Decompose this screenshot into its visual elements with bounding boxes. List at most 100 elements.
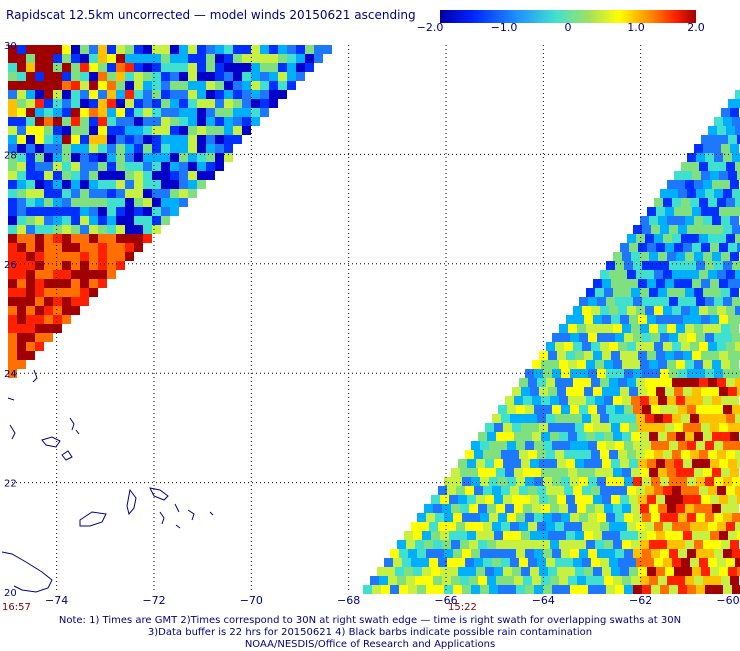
data-cell [539,567,548,576]
data-cell [26,126,35,135]
data-cell [17,135,26,144]
data-cell [170,171,179,180]
data-cell [53,189,62,198]
data-cell [26,135,35,144]
data-cell [107,153,116,162]
x-tick-label: −68 [337,594,360,607]
data-cell [631,468,640,477]
data-cell [606,369,615,378]
data-cell [561,441,570,450]
data-cell [528,378,537,387]
data-cell [134,63,143,72]
data-cell [690,270,699,279]
data-cell [152,81,161,90]
data-cell [170,108,179,117]
data-cell [143,45,152,54]
data-cell [620,315,629,324]
data-cell [456,486,465,495]
data-cell [278,45,287,54]
data-cell [701,171,710,180]
data-cell [712,288,721,297]
data-cell [672,342,681,351]
data-cell [665,531,674,540]
data-cell [89,189,98,198]
data-cell [629,387,638,396]
data-cell [705,261,714,270]
colorbar-label-max: 2.0 [687,21,705,34]
data-cell [604,360,613,369]
data-cell [717,486,726,495]
data-cell [708,522,717,531]
data-cell [703,360,712,369]
data-cell [134,117,143,126]
data-cell [161,63,170,72]
data-cell [649,288,658,297]
data-cell [519,378,528,387]
data-cell [514,576,523,585]
data-cell [80,90,89,99]
data-cell [107,135,116,144]
data-cell [465,486,474,495]
data-cell [642,297,651,306]
coastline-island [9,424,16,440]
data-cell [98,279,107,288]
map-title: Rapidscat 12.5km uncorrected — model win… [6,8,416,22]
data-cell [451,540,460,549]
data-cell [161,108,170,117]
coastline-island [187,509,195,521]
data-cell [215,135,224,144]
data-cell [566,459,575,468]
data-cell [424,504,433,513]
data-cell [71,270,80,279]
data-cell [705,333,714,342]
data-cell [624,549,633,558]
data-cell [516,477,525,486]
data-cell [534,585,543,594]
data-cell [735,234,740,243]
data-cell [620,567,629,576]
data-cell [17,198,26,207]
data-cell [651,333,660,342]
data-cell [487,432,496,441]
coastline-island [61,450,73,461]
data-cell [597,441,606,450]
data-cell [116,144,125,153]
data-cell [26,108,35,117]
data-cell [672,522,681,531]
data-cell [539,423,548,432]
data-cell [98,117,107,126]
data-cell [152,117,161,126]
data-cell [152,126,161,135]
data-cell [633,369,642,378]
data-cell [35,324,44,333]
data-cell [690,486,699,495]
data-cell [125,225,134,234]
data-cell [730,504,739,513]
data-cell [516,549,525,558]
data-cell [631,432,640,441]
data-cell [224,117,233,126]
data-cell [600,342,609,351]
data-cell [660,477,669,486]
data-cell [669,225,678,234]
data-cell [17,162,26,171]
data-cell [636,414,645,423]
data-cell [618,342,627,351]
data-cell [26,144,35,153]
data-cell [512,387,521,396]
data-cell [516,405,525,414]
data-cell [53,72,62,81]
data-cell [557,423,566,432]
data-cell [420,522,429,531]
data-cell [548,459,557,468]
data-cell [663,234,672,243]
data-cell [62,72,71,81]
data-cell [705,153,714,162]
data-cell [660,405,669,414]
data-cell [685,468,694,477]
data-cell [651,261,660,270]
data-cell [62,234,71,243]
data-cell [564,450,573,459]
data-cell [564,378,573,387]
data-cell [660,189,669,198]
